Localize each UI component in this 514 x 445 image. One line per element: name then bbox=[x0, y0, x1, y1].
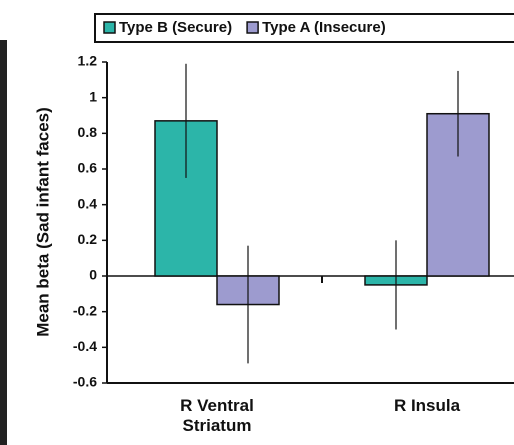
y-tick-label: -0.4 bbox=[73, 338, 97, 354]
x-tick-label: R Ventral Striatum bbox=[180, 396, 254, 435]
y-axis-label: Mean beta (Sad infant faces) bbox=[33, 107, 52, 337]
y-tick-label: 0 bbox=[89, 267, 97, 283]
left-edge bbox=[0, 40, 7, 445]
x-tick-label: R Insula bbox=[393, 396, 461, 415]
y-tick-label: -0.6 bbox=[73, 374, 97, 390]
y-tick-label: -0.2 bbox=[73, 302, 97, 318]
y-tick-label: 0.4 bbox=[78, 195, 98, 211]
legend-swatch bbox=[246, 21, 259, 34]
legend-swatch bbox=[103, 21, 116, 34]
y-tick-label: 0.2 bbox=[78, 231, 98, 247]
y-tick-label: 1.2 bbox=[78, 53, 98, 69]
legend-label: Type A (Insecure) bbox=[262, 19, 386, 36]
y-tick-label: 0.6 bbox=[78, 160, 98, 176]
legend-label: Type B (Secure) bbox=[119, 19, 232, 36]
y-tick-label: 0.8 bbox=[78, 124, 98, 140]
y-tick-label: 1 bbox=[89, 88, 97, 104]
legend bbox=[94, 13, 514, 43]
